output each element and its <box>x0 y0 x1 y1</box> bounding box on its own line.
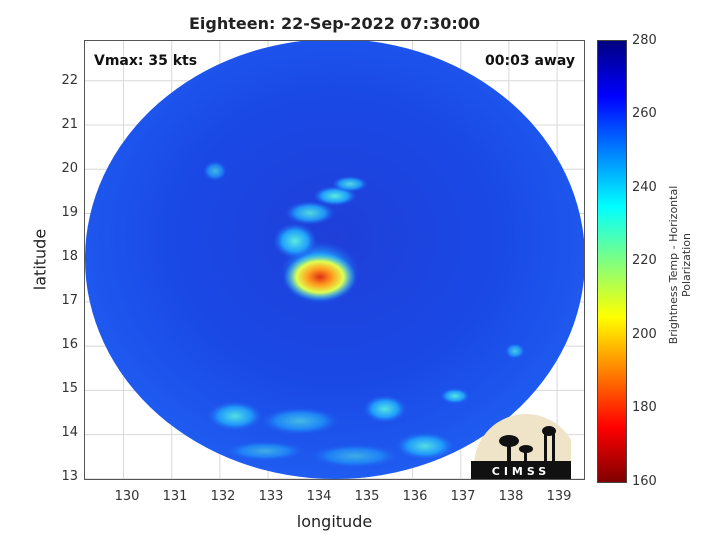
microwave-image <box>85 41 584 479</box>
logo-text: CIMSS <box>492 465 550 478</box>
y-axis-label: latitude <box>30 228 50 291</box>
x-tick-label: 130 <box>114 489 140 504</box>
y-tick-label: 22 <box>61 73 78 88</box>
colorbar-tick-label: 240 <box>632 180 657 195</box>
map-plot-area: CIMSS <box>84 40 585 480</box>
vmax-label: Vmax: 35 kts <box>94 53 198 69</box>
x-tick-label: 138 <box>498 489 524 504</box>
time-away-label: 00:03 away <box>485 53 575 69</box>
y-tick-label: 18 <box>61 249 78 264</box>
x-tick-label: 131 <box>162 489 188 504</box>
cimss-logo: CIMSS <box>471 414 571 479</box>
storm-convective-core <box>284 253 356 301</box>
x-tick-label: 132 <box>210 489 236 504</box>
x-tick-label: 137 <box>450 489 476 504</box>
x-tick-label: 133 <box>258 489 284 504</box>
y-tick-label: 19 <box>61 205 78 220</box>
colorbar <box>597 40 627 483</box>
y-tick-label: 20 <box>61 161 78 176</box>
colorbar-tick-label: 260 <box>632 106 657 121</box>
x-tick-label: 135 <box>354 489 380 504</box>
colorbar-tick-label: 280 <box>632 33 657 48</box>
y-tick-label: 16 <box>61 337 78 352</box>
colorbar-tick-label: 200 <box>632 327 657 342</box>
colorbar-tick-label: 180 <box>632 400 657 415</box>
colorbar-tick-label: 160 <box>632 474 657 489</box>
y-tick-label: 13 <box>61 469 78 484</box>
y-tick-label: 21 <box>61 117 78 132</box>
y-tick-label: 14 <box>61 425 78 440</box>
y-tick-label: 17 <box>61 293 78 308</box>
colorbar-tick-label: 220 <box>632 253 657 268</box>
x-axis-label: longitude <box>296 512 373 531</box>
x-tick-label: 134 <box>306 489 332 504</box>
y-tick-label: 15 <box>61 381 78 396</box>
chart-title: Eighteen: 22-Sep-2022 07:30:00 <box>188 14 481 33</box>
x-tick-label: 139 <box>546 489 572 504</box>
colorbar-label: Brightness Temp - Horizontal Polarizatio… <box>667 185 693 345</box>
x-tick-label: 136 <box>402 489 428 504</box>
